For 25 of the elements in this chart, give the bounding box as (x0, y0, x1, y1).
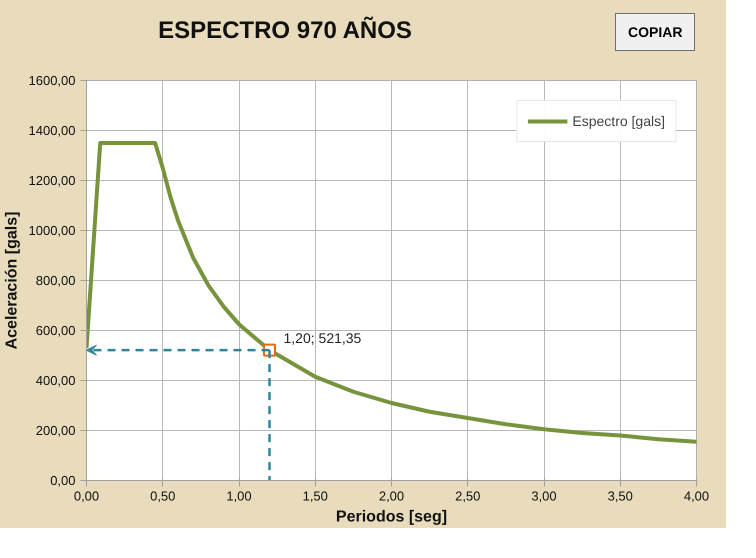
annotation: 1,20; 521,35 (284, 330, 362, 346)
y-axis-title: Aceleración [gals] (4, 212, 21, 350)
y-tick-label: 1600,00 (28, 73, 76, 88)
line-series (86, 141, 696, 444)
y-tick-label: 1200,00 (28, 173, 76, 188)
x-tick-label: 2,50 (455, 488, 480, 504)
y-tick-label: 600,00 (36, 323, 76, 338)
x-tick-label: 3,00 (531, 488, 557, 504)
y-tick-label: 1400,00 (28, 123, 76, 138)
x-tick-label: 1,00 (226, 488, 252, 504)
x-tick-label: 0,00 (74, 488, 100, 504)
y-tick-label: 200,00 (36, 423, 76, 438)
y-tick-label: 800,00 (36, 273, 76, 288)
x-tick-label: 2,00 (378, 488, 404, 504)
x-tick-label: 0,50 (150, 488, 176, 504)
x-tick-label: 3,50 (608, 488, 633, 504)
x-tick-label: 4,00 (684, 488, 710, 504)
y-tick-label: 400,00 (36, 373, 76, 388)
chart-title: ESPECTRO 970 AÑOS (157, 16, 413, 45)
x-axis-title: Periodos [seg] (336, 508, 448, 526)
y-tick-label: 1000,00 (28, 223, 76, 238)
y-tick-label: 0,00 (50, 473, 76, 488)
legend-label: Espectro [gals] (572, 113, 665, 129)
x-tick-label: 1,50 (302, 488, 328, 504)
text: COPIAR (615, 13, 696, 51)
